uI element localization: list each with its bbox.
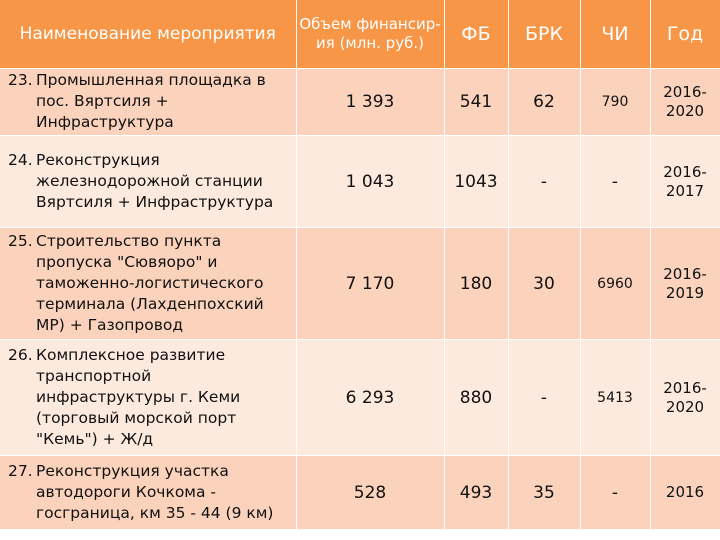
- row-number: 27.: [8, 461, 33, 480]
- header-volume: Объем финансир-ия (млн. руб.): [296, 0, 445, 69]
- table-header-row: Наименование мероприятия Объем финансир-…: [0, 0, 720, 69]
- row-name-cell: 25. Строительство пункта пропуска "Сювяо…: [0, 227, 297, 340]
- row-volume: 1 393: [296, 68, 445, 136]
- table-row: 25. Строительство пункта пропуска "Сювяо…: [0, 227, 720, 340]
- row-volume: 1 043: [296, 135, 445, 228]
- row-year: 2016-2019: [650, 227, 720, 340]
- table-row: 26. Комплексное развитие транспортной ин…: [0, 339, 720, 456]
- table-row: 24. Реконструкция железнодорожной станци…: [0, 135, 720, 228]
- row-volume: 7 170: [296, 227, 445, 340]
- row-brk: 35: [508, 455, 581, 530]
- row-chi: -: [580, 135, 651, 228]
- row-name: Комплексное развитие транспортной инфрас…: [36, 345, 241, 448]
- row-fb: 1043: [444, 135, 509, 228]
- row-number: 25.: [8, 231, 33, 250]
- row-chi: 6960: [580, 227, 651, 340]
- row-name-cell: 24. Реконструкция железнодорожной станци…: [0, 135, 297, 228]
- row-name-cell: 26. Комплексное развитие транспортной ин…: [0, 339, 297, 456]
- row-year: 2016: [650, 455, 720, 530]
- table-row: 23. Промышленная площадка в пос. Вяртсил…: [0, 68, 720, 136]
- row-brk: -: [508, 339, 581, 456]
- row-name-cell: 27. Реконструкция участка автодороги Коч…: [0, 455, 297, 530]
- header-chi: ЧИ: [580, 0, 651, 69]
- row-brk: 62: [508, 68, 581, 136]
- header-brk: БРК: [508, 0, 581, 69]
- header-year: Год: [650, 0, 720, 69]
- row-fb: 880: [444, 339, 509, 456]
- row-fb: 493: [444, 455, 509, 530]
- row-name: Реконструкция железнодорожной станции Вя…: [36, 150, 274, 211]
- row-brk: -: [508, 135, 581, 228]
- header-fb: ФБ: [444, 0, 509, 69]
- row-brk: 30: [508, 227, 581, 340]
- row-fb: 180: [444, 227, 509, 340]
- row-chi: 790: [580, 68, 651, 136]
- row-number: 26.: [8, 345, 33, 364]
- row-year: 2016-2020: [650, 339, 720, 456]
- row-fb: 541: [444, 68, 509, 136]
- row-name: Реконструкция участка автодороги Кочкома…: [36, 461, 274, 522]
- row-name: Промышленная площадка в пос. Вяртсиля + …: [36, 71, 266, 131]
- row-year: 2016-2017: [650, 135, 720, 228]
- table-row: 27. Реконструкция участка автодороги Коч…: [0, 455, 720, 530]
- row-year: 2016-2020: [650, 68, 720, 136]
- row-volume: 528: [296, 455, 445, 530]
- row-volume: 6 293: [296, 339, 445, 456]
- row-number: 24.: [8, 150, 33, 169]
- header-name: Наименование мероприятия: [0, 0, 297, 69]
- row-number: 23.: [8, 71, 33, 89]
- row-name: Строительство пункта пропуска "Сювяоро" …: [36, 231, 264, 334]
- row-chi: 5413: [580, 339, 651, 456]
- row-name-cell: 23. Промышленная площадка в пос. Вяртсил…: [0, 68, 297, 136]
- row-chi: -: [580, 455, 651, 530]
